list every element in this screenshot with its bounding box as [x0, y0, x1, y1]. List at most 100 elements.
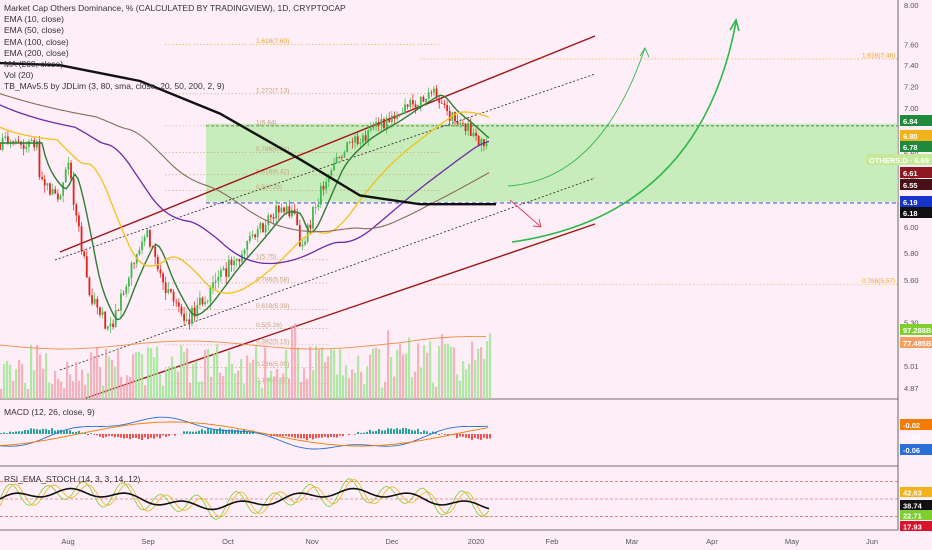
volume-bar: [12, 380, 15, 399]
candle-body: [164, 282, 167, 293]
price-tag: [900, 115, 932, 126]
x-tick-label: 2020: [468, 537, 485, 546]
rsi-title: RSI_EMA_STOCH (14, 3, 3, 14, 12): [4, 474, 141, 484]
macd-histogram-bar: [3, 432, 5, 434]
candle-body: [101, 311, 104, 315]
chart-title: Market Cap Others Dominance, % (CALCULAT…: [4, 3, 346, 13]
candle-body: [388, 118, 391, 123]
macd-histogram-bar: [231, 429, 233, 434]
candle-body: [56, 193, 59, 200]
macd-histogram-bar: [279, 434, 281, 437]
macd-histogram-bar: [327, 434, 329, 438]
candle-body: [480, 139, 483, 146]
x-tick-label: Mar: [626, 537, 639, 546]
macd-tag-label: -0.06: [903, 446, 920, 455]
macd-histogram-bar: [192, 431, 194, 434]
macd-histogram-bar: [360, 432, 362, 434]
candles-group: [0, 84, 488, 334]
candle-body: [14, 140, 17, 143]
macd-histogram-bar: [375, 430, 377, 434]
x-tick-label: Nov: [305, 537, 319, 546]
macd-histogram-bar: [60, 429, 62, 434]
candle-body: [383, 118, 385, 129]
volume-bar: [15, 369, 18, 399]
legend-ema50: EMA (50, close): [4, 25, 64, 36]
volume-bar: [468, 363, 471, 399]
volume-bar: [252, 359, 255, 399]
candle-body: [78, 215, 80, 227]
macd-histogram-bar: [387, 428, 389, 434]
candle-body: [191, 307, 193, 324]
volume-bar: [174, 366, 177, 399]
candle-body: [41, 177, 43, 180]
volume-bar: [102, 385, 105, 399]
volume-bar: [87, 372, 90, 399]
candle-body: [64, 169, 67, 183]
candle-body: [485, 143, 488, 147]
candle-body: [93, 298, 96, 304]
volume-bar: [60, 381, 63, 399]
candle-body: [467, 123, 470, 132]
macd-histogram-bar: [186, 431, 188, 434]
volume-bar: [462, 361, 465, 399]
volume-bar: [288, 378, 291, 399]
candle-body: [406, 104, 409, 107]
rsi-tag-label: 22.71: [903, 512, 922, 521]
target-zone: [206, 123, 898, 202]
candle-body: [272, 217, 275, 219]
macd-histogram-bar: [144, 434, 146, 438]
chart-legend: Market Cap Others Dominance, % (CALCULAT…: [4, 3, 346, 93]
candle-body: [417, 105, 420, 108]
volume-bar: [393, 376, 396, 399]
volume-bar: [489, 333, 492, 399]
candle-body: [17, 140, 20, 142]
volume-bar: [45, 353, 48, 399]
candle-body: [43, 179, 46, 186]
macd-histogram-bar: [207, 428, 209, 434]
macd-histogram-bar: [357, 431, 359, 434]
candle-body: [212, 282, 214, 288]
candle-body: [28, 141, 30, 147]
ema200-line: [0, 93, 490, 233]
macd-histogram-bar: [249, 431, 251, 434]
candle-body: [70, 162, 72, 179]
candle-body: [75, 204, 78, 216]
macd-histogram-bar: [204, 430, 206, 434]
volume-bar: [438, 345, 441, 399]
macd-histogram-bar: [201, 429, 203, 434]
volume-bar: [249, 362, 252, 399]
macd-histogram-bar: [444, 434, 446, 435]
x-tick-label: Feb: [546, 537, 559, 546]
volume-bar: [414, 371, 417, 399]
macd-histogram-bar: [405, 428, 407, 434]
bearish-arrowhead: [532, 218, 542, 228]
candle-body: [380, 118, 383, 126]
macd-histogram-bar: [75, 431, 77, 434]
volume-bar: [258, 380, 261, 399]
price-tag: [900, 207, 932, 218]
macd-histogram-bar: [15, 431, 17, 434]
candle-body: [241, 254, 243, 262]
candle-body: [364, 135, 367, 141]
volume-bar: [207, 349, 210, 399]
macd-histogram-bar: [138, 434, 140, 439]
candle-body: [377, 122, 380, 126]
volume-bar: [66, 362, 69, 399]
volume-bar: [117, 347, 120, 399]
volume-bar: [234, 373, 237, 399]
rsi-tag-label: 38.74: [903, 502, 923, 511]
candle-body: [99, 307, 101, 315]
candle-body: [162, 273, 164, 283]
macd-histogram-bar: [33, 428, 35, 434]
macd-histogram-bar: [132, 434, 134, 438]
candle-body: [330, 170, 333, 176]
candle-body: [351, 141, 354, 143]
macd-histogram-bar: [240, 430, 242, 434]
candle-body: [335, 157, 338, 164]
volume-bar: [441, 334, 444, 399]
candle-body: [319, 185, 322, 205]
macd-histogram-bar: [348, 434, 350, 436]
macd-histogram-bar: [456, 434, 458, 439]
macd-histogram-bar: [126, 434, 128, 438]
candle-body: [38, 141, 41, 178]
